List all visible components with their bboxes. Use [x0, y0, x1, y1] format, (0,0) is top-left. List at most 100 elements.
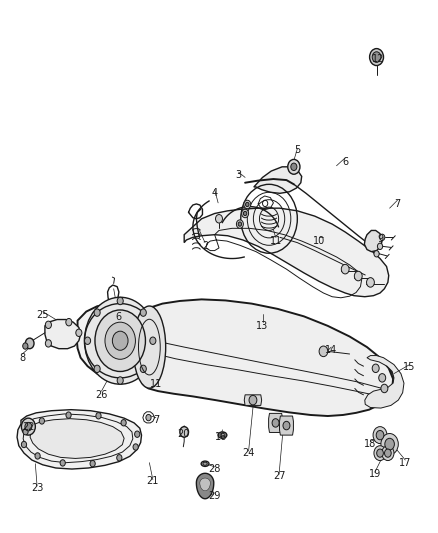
Circle shape [180, 426, 188, 437]
Circle shape [117, 455, 122, 461]
Circle shape [117, 297, 123, 305]
Text: 11: 11 [269, 236, 282, 246]
Circle shape [85, 337, 91, 344]
Text: 15: 15 [403, 362, 416, 372]
Circle shape [367, 278, 374, 287]
Polygon shape [196, 473, 214, 499]
Circle shape [319, 346, 328, 357]
Text: 17: 17 [399, 458, 411, 467]
Polygon shape [279, 416, 293, 435]
Circle shape [374, 251, 379, 257]
Text: 18: 18 [364, 439, 377, 449]
Text: 8: 8 [19, 353, 25, 362]
Text: 4: 4 [212, 188, 218, 198]
Circle shape [244, 200, 251, 209]
Circle shape [90, 461, 95, 467]
Circle shape [237, 220, 244, 228]
Text: 7: 7 [153, 415, 159, 425]
Text: 3: 3 [236, 171, 242, 180]
Circle shape [105, 322, 135, 359]
Circle shape [373, 426, 387, 443]
Circle shape [372, 364, 379, 373]
Text: 20: 20 [177, 429, 190, 439]
Circle shape [25, 338, 34, 349]
Circle shape [113, 331, 128, 350]
Ellipse shape [203, 462, 207, 465]
Circle shape [249, 395, 257, 405]
Text: 12: 12 [372, 54, 384, 63]
Circle shape [96, 413, 101, 419]
Circle shape [288, 159, 300, 174]
Circle shape [146, 415, 151, 421]
Text: 29: 29 [208, 490, 221, 500]
Circle shape [117, 377, 123, 384]
Circle shape [25, 422, 32, 431]
Circle shape [385, 438, 394, 450]
Circle shape [385, 449, 391, 457]
Circle shape [95, 310, 145, 372]
Text: 19: 19 [369, 470, 381, 479]
Circle shape [381, 433, 398, 455]
Circle shape [372, 52, 381, 62]
Text: 22: 22 [22, 422, 35, 432]
Polygon shape [254, 167, 302, 193]
Circle shape [382, 446, 394, 461]
Text: 26: 26 [95, 390, 108, 400]
Circle shape [272, 419, 279, 427]
Text: 16: 16 [215, 432, 227, 442]
Text: 28: 28 [208, 464, 221, 474]
Polygon shape [45, 319, 81, 349]
Circle shape [23, 343, 28, 349]
Circle shape [378, 243, 383, 249]
Circle shape [21, 441, 27, 448]
Circle shape [46, 340, 51, 347]
Circle shape [283, 421, 290, 430]
Polygon shape [364, 230, 382, 252]
Circle shape [246, 203, 249, 207]
Circle shape [35, 453, 40, 459]
Circle shape [140, 365, 146, 373]
Ellipse shape [201, 461, 209, 466]
Circle shape [354, 271, 362, 281]
Polygon shape [365, 356, 404, 408]
Text: 7: 7 [394, 199, 401, 209]
Circle shape [46, 321, 51, 328]
Circle shape [23, 429, 28, 435]
Circle shape [376, 431, 384, 440]
Text: 25: 25 [36, 310, 49, 320]
Text: 2: 2 [202, 241, 208, 252]
Circle shape [379, 374, 386, 382]
Circle shape [94, 309, 100, 316]
Circle shape [21, 418, 35, 435]
Circle shape [134, 431, 140, 438]
Circle shape [66, 412, 71, 418]
Polygon shape [184, 208, 389, 297]
Circle shape [60, 460, 65, 466]
Polygon shape [77, 304, 163, 379]
Circle shape [341, 264, 349, 274]
Text: 11: 11 [150, 379, 162, 389]
Ellipse shape [220, 433, 225, 437]
Circle shape [94, 365, 100, 373]
Text: 24: 24 [242, 448, 255, 458]
Polygon shape [200, 478, 210, 491]
Text: 6: 6 [115, 312, 121, 322]
Polygon shape [268, 414, 283, 432]
Text: 13: 13 [256, 321, 268, 331]
Text: 14: 14 [325, 345, 337, 356]
Circle shape [140, 309, 146, 316]
Text: 6: 6 [342, 157, 348, 166]
Polygon shape [141, 300, 393, 416]
Circle shape [238, 222, 242, 226]
Ellipse shape [218, 432, 227, 438]
Circle shape [85, 297, 156, 384]
Circle shape [377, 449, 383, 457]
Circle shape [242, 209, 249, 217]
Ellipse shape [133, 306, 166, 388]
Circle shape [150, 337, 156, 344]
Circle shape [380, 234, 385, 240]
Text: 10: 10 [313, 236, 325, 246]
Text: 5: 5 [294, 145, 300, 155]
Circle shape [39, 418, 45, 424]
Circle shape [133, 444, 138, 450]
